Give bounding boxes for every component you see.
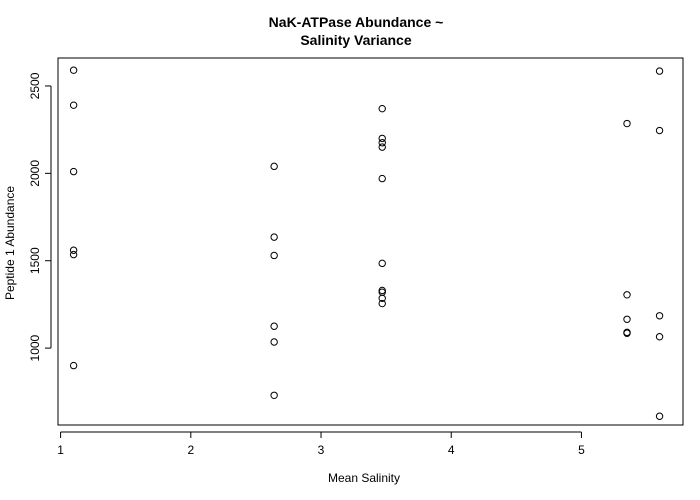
data-point — [378, 299, 386, 308]
data-point — [378, 294, 386, 302]
data-point — [378, 143, 386, 151]
data-point — [378, 259, 386, 268]
data-point — [270, 338, 278, 346]
data-point — [69, 66, 78, 74]
data-point — [623, 329, 631, 337]
data-point — [270, 162, 278, 171]
data-point — [270, 251, 278, 260]
x-axis: 1 2 3 4 5 — [57, 431, 585, 457]
plot-frame — [57, 57, 684, 426]
data-point — [378, 134, 386, 143]
y-tick-label: 1500 — [28, 247, 42, 274]
x-tick-label: 2 — [187, 443, 194, 457]
y-axis-label: Peptide 1 Abundance — [3, 186, 17, 300]
data-point — [69, 167, 78, 176]
x-tick-label: 4 — [448, 443, 455, 457]
data-point — [655, 67, 664, 75]
y-tick-label: 2500 — [28, 72, 42, 99]
chart-title-line-2: Salinity Variance — [300, 32, 411, 48]
data-point — [69, 361, 78, 370]
data-point — [69, 250, 78, 259]
data-point — [270, 391, 278, 399]
data-point — [623, 315, 631, 323]
data-point — [378, 174, 386, 183]
data-point — [623, 291, 631, 299]
chart-title-line-1: NaK-ATPase Abundance ~ — [269, 14, 444, 30]
x-tick-label: 3 — [318, 443, 325, 457]
data-point — [270, 233, 278, 241]
data-point — [655, 312, 664, 320]
data-point — [655, 333, 664, 341]
x-tick-label: 5 — [578, 443, 585, 457]
data-point — [655, 412, 664, 420]
x-tick-label: 1 — [57, 443, 64, 457]
data-point — [378, 104, 386, 113]
data-point — [69, 101, 78, 109]
data-point — [378, 139, 386, 147]
data-point — [69, 246, 78, 254]
x-axis-label: Mean Salinity — [328, 471, 400, 485]
y-axis: 1000 1500 2000 2500 — [28, 72, 52, 361]
data-points — [69, 66, 664, 420]
y-tick-label: 1000 — [28, 334, 42, 361]
y-tick-label: 2000 — [28, 160, 42, 187]
data-point — [655, 126, 664, 135]
data-point — [270, 322, 278, 330]
data-point — [623, 119, 631, 128]
